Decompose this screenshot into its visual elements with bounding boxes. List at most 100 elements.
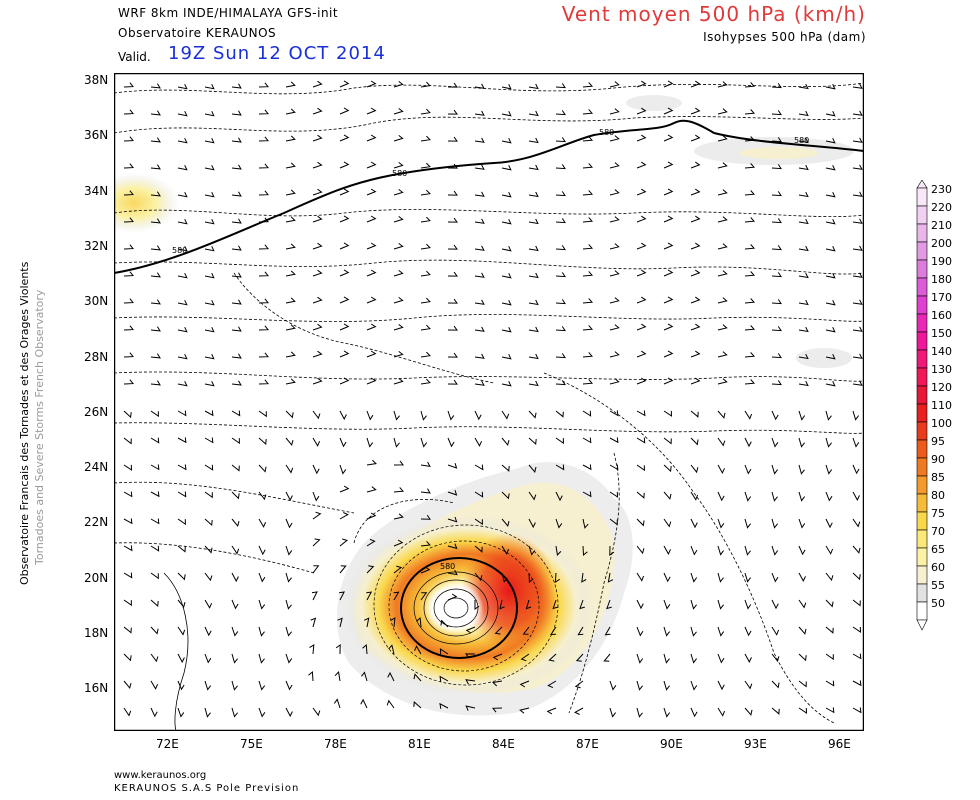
wind-barb <box>334 671 341 682</box>
wind-barb <box>663 80 674 88</box>
wind-barb <box>771 437 779 448</box>
wind-barb <box>555 245 566 251</box>
footer-url[interactable]: www.keraunos.org <box>114 770 207 781</box>
wind-barb <box>204 299 215 306</box>
wind-barb <box>150 164 161 170</box>
wind-barb <box>413 673 422 682</box>
wind-barb <box>825 272 836 279</box>
wind-barb <box>474 164 485 170</box>
wind-barb <box>231 164 242 170</box>
wind-barb <box>825 191 836 198</box>
wind-barb <box>393 81 404 88</box>
wind-barb <box>825 518 833 529</box>
wind-barb <box>420 189 431 196</box>
wind-barb <box>690 80 701 88</box>
wind-barb <box>339 134 350 142</box>
wind-barb <box>582 163 594 169</box>
wind-barb <box>420 378 431 385</box>
colorbar-label: 180 <box>931 273 952 286</box>
colorbar-label: 170 <box>931 291 952 304</box>
colorbar-swatch <box>916 259 928 279</box>
wind-barb <box>474 437 483 447</box>
wind-barb <box>555 83 566 89</box>
wind-barb <box>528 137 539 144</box>
wind-barb <box>285 545 293 556</box>
wind-barb <box>177 191 188 198</box>
wind-barb <box>204 272 215 279</box>
latitude-label: 32N <box>84 238 109 253</box>
wind-barb <box>555 164 566 170</box>
wind-barb <box>663 107 674 115</box>
colorbar-swatch <box>916 277 928 297</box>
wind-barb <box>177 110 188 117</box>
wind-barb <box>204 491 213 499</box>
wind-barb <box>852 410 859 421</box>
wind-barb <box>447 543 458 550</box>
wind-barb <box>528 110 539 117</box>
wind-barb <box>771 353 782 359</box>
colorbar-svg: 230 220 210 200 190 180 170 160 150 140 130 120 110 1… <box>916 179 952 631</box>
wind-barb <box>366 134 377 142</box>
colorbar-swatch <box>916 205 928 225</box>
colorbar-label: 100 <box>931 417 952 430</box>
wind-barb <box>150 626 159 635</box>
wind-barb <box>366 107 377 115</box>
wind-barb <box>474 353 485 359</box>
wind-barb <box>123 379 135 385</box>
wind-barb <box>231 137 242 143</box>
wind-barb <box>447 244 458 250</box>
wind-barb <box>717 243 728 250</box>
wind-barb <box>177 245 188 252</box>
wind-barb <box>798 191 809 198</box>
wind-barb <box>204 572 213 582</box>
wind-barb <box>258 109 270 115</box>
wind-barb <box>308 670 314 682</box>
colorbar-swatch <box>916 349 928 369</box>
wind-barb <box>123 82 135 88</box>
longitude-label: 78E <box>324 737 347 751</box>
wind-barb <box>123 271 135 277</box>
colorbar-swatch <box>916 529 928 549</box>
wind-barb <box>339 538 349 547</box>
wind-barb <box>771 518 778 529</box>
wind-barb <box>744 410 753 420</box>
wind-barb <box>690 323 701 331</box>
wind-barb <box>825 626 834 634</box>
wind-barb <box>177 572 186 581</box>
wind-barb <box>204 83 215 90</box>
wind-barb <box>363 617 370 628</box>
wind-barb <box>150 464 160 471</box>
wind-barb <box>390 617 396 628</box>
wind-barb <box>582 325 594 331</box>
wind-barb <box>393 189 404 196</box>
wind-barb <box>393 410 400 421</box>
wind-barb <box>771 410 779 421</box>
wind-barb <box>366 350 377 358</box>
wind-barb <box>312 323 323 331</box>
wind-barb <box>690 161 701 169</box>
wind-barb <box>420 108 431 115</box>
wind-barb <box>204 110 215 117</box>
wind-barb <box>582 545 588 557</box>
wind-barb <box>554 572 560 583</box>
wind-barb <box>447 136 458 142</box>
wind-barb <box>798 518 806 529</box>
latitude-label: 34N <box>84 183 109 198</box>
wind-barb <box>744 626 752 637</box>
wind-barb <box>150 491 160 498</box>
isohypse-dashed-lines <box>113 82 865 732</box>
colorbar-swatch <box>916 511 928 531</box>
wind-barb <box>123 545 133 552</box>
wind-barb <box>690 518 698 529</box>
wind-barb <box>258 163 270 169</box>
wind-barb <box>258 190 270 196</box>
colorbar-swatch <box>916 583 928 603</box>
wind-barb <box>150 245 161 251</box>
wind-barb <box>231 626 239 637</box>
wind-barb <box>852 299 863 305</box>
longitude-label: 81E <box>408 737 431 751</box>
wind-barb <box>582 518 589 529</box>
wind-barb <box>204 545 213 554</box>
wind-barb <box>607 572 614 583</box>
wind-barb <box>798 326 809 333</box>
